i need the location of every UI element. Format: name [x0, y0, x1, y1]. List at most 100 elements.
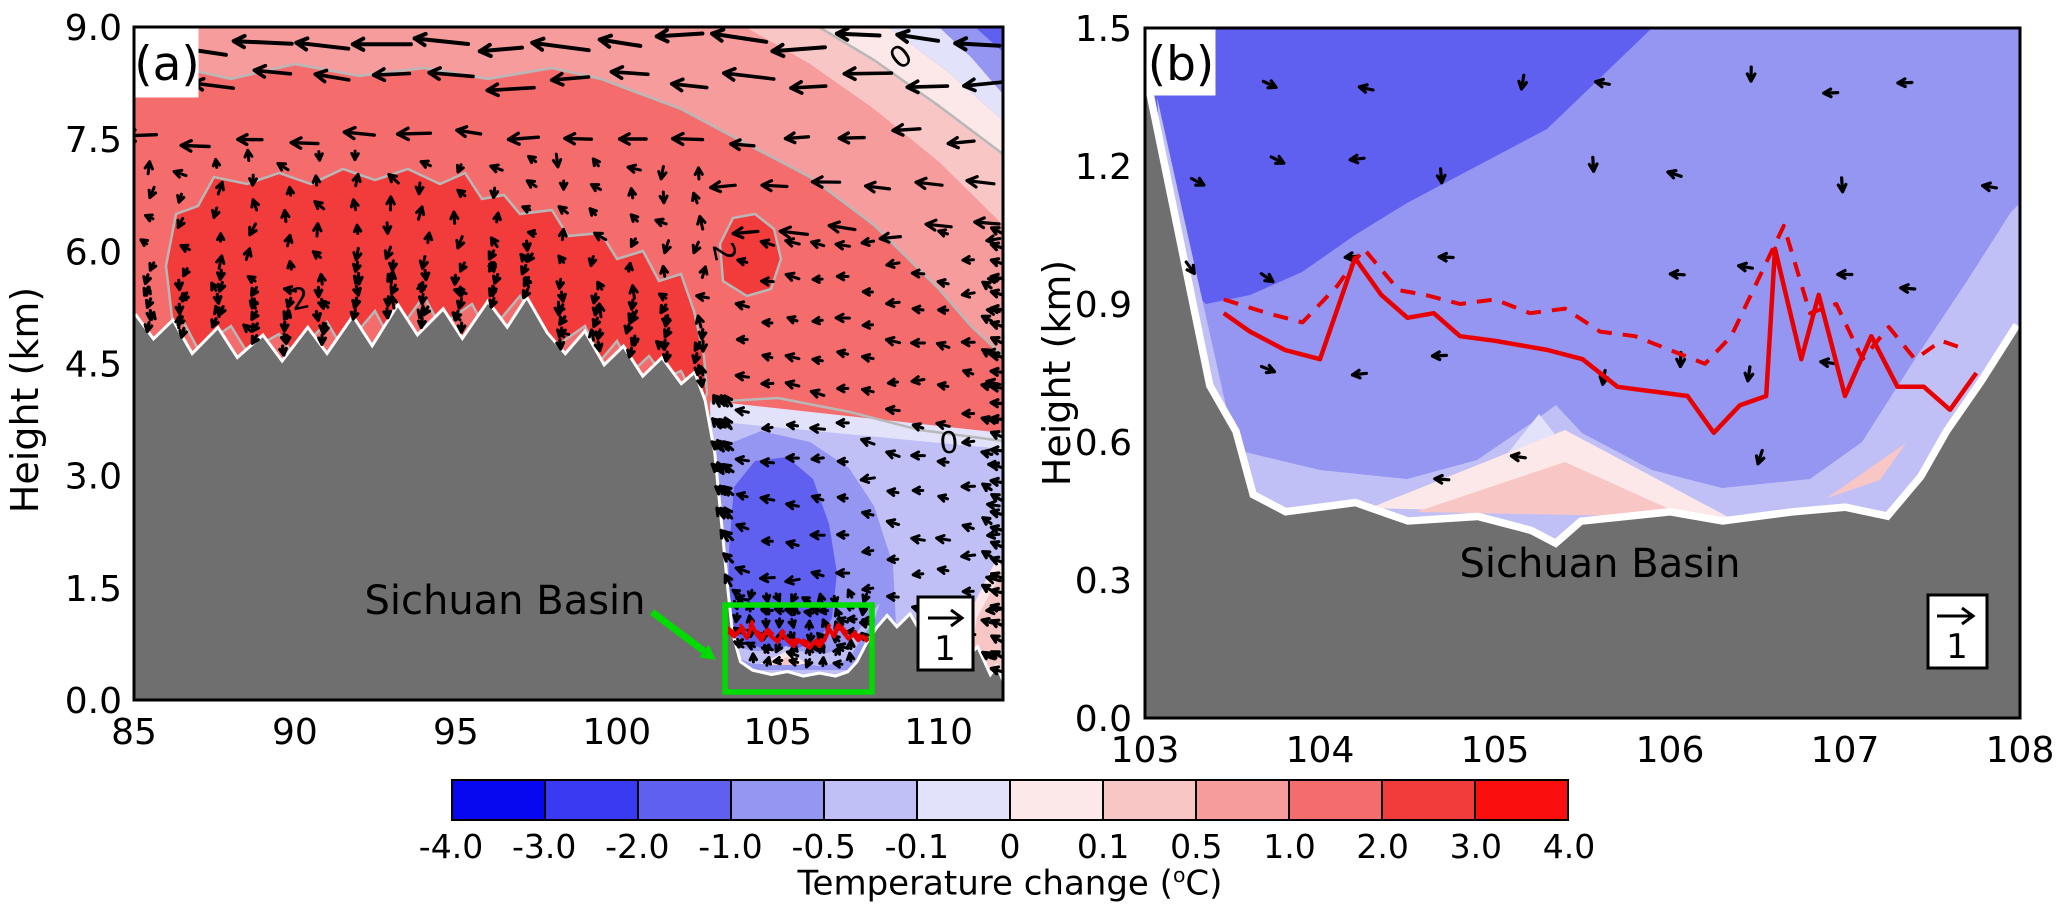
colorbar-cell [546, 781, 639, 819]
panel-label-a: (a) [134, 37, 199, 92]
fill-m0.1-0 [887, 27, 1003, 121]
reference-vector-arrow-b [1937, 606, 1976, 626]
colorbar-tick-label: -0.5 [791, 827, 856, 866]
x-tick-label-b: 108 [1986, 730, 2055, 771]
basin-annotation-arrow [649, 609, 707, 654]
basin-annotation-a: Sichuan Basin [364, 578, 645, 624]
y-tick-label-b: 1.5 [1075, 9, 1132, 50]
colorbar-cell [1197, 781, 1290, 819]
colorbar-tick-label: 1.0 [1263, 827, 1316, 866]
axis-ticks-b: 103 104 105 106 107 108 1.5 1.2 0.9 0.6 0.3 0.0 [1075, 9, 2055, 771]
x-tick-label-a: 110 [904, 712, 973, 753]
y-axis-label-b: Height (km) [1040, 260, 1079, 486]
panel-b: Sichuan Basin 1 (b) 103 104 105 106 107 108 1.… [1040, 9, 2055, 771]
colorbar-title: Temperature change (oC) [451, 863, 1569, 903]
colorbar-cell [1383, 781, 1476, 819]
basin-annotation-b: Sichuan Basin [1459, 541, 1740, 587]
x-tick-label-b: 104 [1286, 730, 1355, 771]
x-tick-label-b: 107 [1811, 730, 1880, 771]
y-tick-label-b: 0.3 [1075, 561, 1132, 602]
x-tick-label-a: 90 [272, 712, 318, 753]
colorbar-tick-label: -3.0 [511, 827, 577, 866]
fill-floor-pink-b [1416, 462, 1687, 517]
x-tick-label-b: 103 [1111, 730, 1180, 771]
colorbar-tick-label: -0.1 [884, 827, 950, 866]
basin-annotation-arrowhead [699, 644, 716, 660]
colorbar-tick-label: 2.0 [1356, 827, 1409, 866]
panel-label-b: (b) [1148, 37, 1215, 92]
x-tick-label-a: 95 [433, 712, 479, 753]
y-tick-label-a: 7.5 [65, 120, 122, 161]
contour-label: 0 [938, 425, 959, 461]
colorbar-tick-label: 4.0 [1542, 827, 1596, 866]
wind-vectors-a [134, 27, 1003, 676]
y-tick-label-a: 3.0 [65, 457, 122, 498]
fill-0.1-0.5 [745, 27, 1003, 225]
contour-line-0-top [818, 27, 1003, 155]
x-tick-label-b: 105 [1461, 730, 1530, 771]
y-tick-label-a: 4.5 [65, 344, 122, 385]
colorbar-cell [639, 781, 732, 819]
colorbar-cell [453, 781, 546, 819]
frame-a [132, 25, 1005, 702]
y-tick-label-b: 0.9 [1075, 285, 1132, 326]
reference-vector-box-a [916, 595, 975, 672]
panel-label-box-b [1146, 29, 1216, 96]
x-tick-label-a: 105 [743, 712, 812, 753]
terrain-a [134, 294, 1003, 700]
colorbar-cell [825, 781, 918, 819]
colorbar-tick-label: 0.5 [1170, 827, 1223, 866]
y-tick-label-a: 0.0 [65, 681, 122, 722]
colorbar-tick-label: -1.0 [698, 827, 763, 866]
y-tick-label-a: 9.0 [65, 8, 122, 49]
degree-symbol: o [1172, 863, 1186, 887]
colorbar-tick-label: 0 [999, 827, 1021, 866]
frame-b [1143, 26, 2022, 720]
contour-line-0-mid [709, 396, 1003, 443]
x-tick-label-b: 106 [1636, 730, 1705, 771]
axis-ticks-a: 85 90 95 100 105 110 9.0 7.5 6.0 4.5 3.0 1.5 0.0 [65, 8, 973, 753]
fill-slope-pink-b [1827, 443, 1906, 498]
basin-top-lines-b [1222, 223, 1979, 436]
colorbar-tick-labels: -4.0 -3.0 -2.0 -1.0 -0.5 -0.1 0 0.1 0.5 1.0 2.0 3.0… [0, 827, 2067, 867]
basin-top-line [726, 623, 870, 650]
colorbar-cell [732, 781, 825, 819]
basin-top-line [1222, 246, 1979, 436]
fill-m2-m1-b [1145, 28, 1652, 304]
x-tick-label-a: 85 [111, 712, 157, 753]
colorbar-title-unit: C) [1185, 863, 1223, 904]
y-tick-label-a: 6.0 [65, 232, 122, 273]
panel-label-box-a [135, 28, 199, 98]
x-tick-label-a: 100 [582, 712, 651, 753]
colorbar-cell [918, 781, 1011, 819]
colorbar-cell [1104, 781, 1197, 819]
reference-vector-label-a: 1 [934, 629, 956, 669]
y-tick-label-a: 1.5 [65, 569, 122, 610]
reference-vector-label-b: 1 [1946, 627, 1968, 667]
colorbar-title-text: Temperature change ( [797, 863, 1173, 904]
colorbar-cell [1011, 781, 1104, 819]
basin-top-lines-a [726, 620, 870, 650]
panel-a: 2 2 0 0 Sichuan Basin 1 (a) 85 90 95 100 105… [3, 8, 1005, 753]
y-tick-label-b: 0.6 [1075, 423, 1132, 464]
terrain-b [1145, 86, 2020, 718]
fill-m0.1-0-strip [710, 401, 1003, 449]
basin-top-line [726, 620, 869, 645]
colorbar-tick-label: -4.0 [418, 827, 484, 866]
colorbar-tick-label: 3.0 [1449, 827, 1503, 866]
y-tick-label-b: 0.0 [1075, 699, 1132, 740]
panel-b-annotations: Sichuan Basin 1 (b) [1146, 29, 1989, 670]
y-tick-label-b: 1.2 [1075, 147, 1132, 188]
y-axis-label-a: Height (km) [3, 287, 47, 513]
colorbar-cell [1476, 781, 1567, 819]
colorbar [451, 779, 1569, 821]
fill-0-0.1 [819, 27, 1003, 154]
basin-highlight-box [722, 602, 875, 695]
fill-0.5-1 [134, 27, 1003, 356]
colorbar-tick-label: 0.1 [1076, 827, 1130, 866]
panel-b-plot-area [1145, 28, 2020, 718]
colorbar-cell [1290, 781, 1383, 819]
reference-vector-arrow-a [928, 608, 965, 628]
reference-vector-box-b [1926, 593, 1989, 670]
